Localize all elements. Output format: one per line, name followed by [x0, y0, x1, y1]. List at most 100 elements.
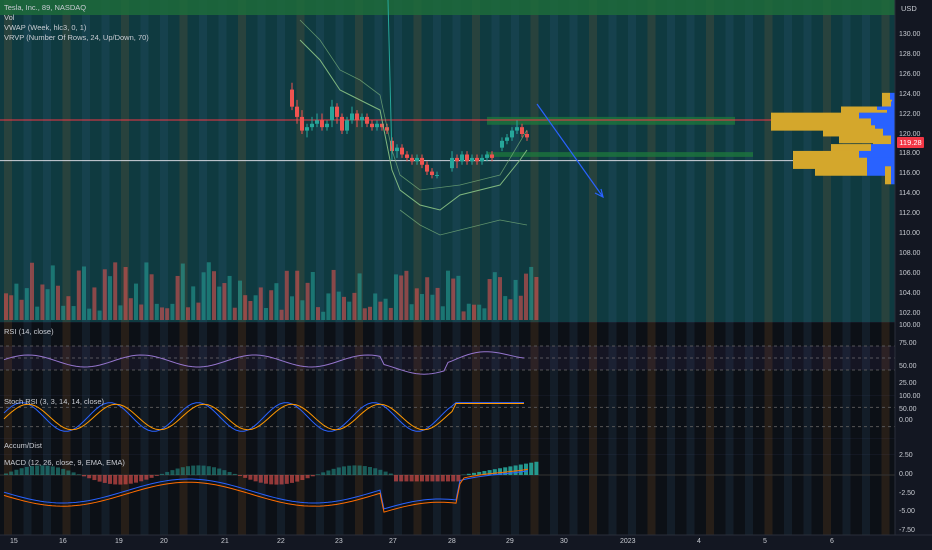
macd-histogram-bar — [19, 468, 24, 475]
rsi-line — [3, 351, 525, 375]
session-stripe — [433, 0, 441, 535]
rsi-tick: 100.00 — [899, 322, 921, 329]
candle — [400, 147, 404, 155]
macd-line — [3, 470, 529, 510]
stoch-d-line — [3, 403, 524, 431]
price-tick: 114.00 — [899, 190, 920, 198]
candle — [470, 157, 474, 162]
rsi-legend[interactable]: RSI (14, close) — [4, 327, 54, 336]
candle — [305, 127, 309, 131]
price-tick: 120.00 — [899, 130, 921, 138]
candle — [360, 116, 364, 121]
macd-histogram-bar — [201, 465, 206, 475]
macd-histogram-bar — [253, 475, 258, 482]
macd-histogram-bar — [50, 466, 55, 475]
volume-bar — [524, 273, 528, 320]
volume-bar — [30, 262, 34, 320]
volume-profile-up — [891, 166, 895, 185]
volume-bar — [243, 295, 248, 320]
macd-histogram-bar — [342, 466, 346, 475]
macd-histogram-bar — [232, 473, 237, 475]
time-tick: 15 — [10, 538, 18, 545]
volume-bar — [466, 303, 471, 320]
macd-histogram-bar — [305, 475, 310, 479]
volume-bar — [128, 298, 133, 320]
candle — [325, 123, 329, 128]
session-stripe — [803, 0, 812, 535]
price-tick: 102.00 — [899, 309, 921, 317]
volume-bar — [326, 293, 331, 320]
volume-bar — [518, 295, 523, 320]
volume-bar — [258, 287, 263, 320]
macd-legend[interactable]: MACD (12, 26, close, 9, EMA, EMA) — [4, 458, 125, 467]
macd-histogram-bar — [492, 469, 497, 475]
rsi-tick: 75.00 — [899, 340, 917, 347]
macd-histogram-bar — [66, 470, 71, 475]
macd-histogram-bar — [248, 475, 253, 480]
volume-bar — [461, 311, 466, 320]
volume-bar — [269, 290, 274, 320]
candle — [315, 120, 319, 124]
session-stripe — [550, 0, 558, 535]
macd-histogram-bar — [362, 466, 367, 475]
candle — [365, 116, 369, 124]
volume-bar — [82, 266, 86, 320]
candle — [480, 157, 484, 162]
volume-bar — [388, 307, 393, 320]
volume-bar — [451, 278, 456, 320]
resistance-band-top — [0, 0, 895, 15]
macd-histogram-bar — [347, 465, 352, 475]
symbol-legend[interactable]: Tesla, Inc., 89, NASDAQ — [4, 3, 87, 12]
volume-bar — [217, 286, 222, 320]
macd-histogram-bar — [503, 467, 508, 475]
macd-tick: -2.50 — [899, 490, 915, 497]
session-stripe — [530, 0, 539, 535]
macd-histogram-bar — [487, 470, 492, 475]
macd-histogram-bar — [326, 470, 331, 475]
volume-bar — [50, 265, 55, 320]
price-tick: 128.00 — [899, 50, 921, 58]
volume-bar — [222, 283, 227, 320]
candle — [380, 123, 384, 128]
stoch-rsi-legend[interactable]: Stoch RSI (3, 3, 14, 14, close) — [4, 397, 105, 406]
candle — [395, 147, 399, 152]
macd-histogram-bar — [4, 473, 8, 475]
macd-histogram-bar — [466, 473, 471, 475]
volume-bar — [206, 262, 211, 320]
session-stripe — [491, 0, 500, 535]
macd-tick: -7.50 — [899, 527, 915, 534]
time-tick: 27 — [389, 538, 397, 545]
candle — [525, 134, 529, 138]
volume-bar — [492, 272, 497, 320]
candle — [435, 175, 439, 176]
price-tick: 104.00 — [899, 289, 921, 297]
macd-histogram-bar — [472, 472, 476, 475]
vrvp-legend[interactable]: VRVP (Number Of Rows, 24, Up/Down, 70) — [4, 33, 149, 42]
accum-dist-legend[interactable]: Accum/Dist — [4, 441, 42, 450]
macd-histogram-bar — [274, 475, 279, 485]
volume-bar — [404, 270, 409, 320]
volume-bar — [4, 293, 8, 320]
volume-bar — [508, 299, 513, 320]
macd-histogram-bar — [123, 475, 128, 485]
macd-histogram-bar — [71, 472, 76, 475]
volume-bar — [61, 305, 66, 320]
volume-bar — [331, 269, 336, 320]
candle — [455, 157, 459, 162]
volume-legend[interactable]: Vol — [4, 13, 15, 22]
vwap-legend[interactable]: VWAP (Week, hlc3, 0, 1) — [4, 23, 87, 32]
macd-histogram-bar — [420, 475, 424, 482]
volume-bar — [66, 296, 71, 320]
session-stripe — [335, 0, 344, 535]
time-tick: 16 — [59, 538, 67, 545]
session-stripe — [647, 0, 656, 535]
rsi-tick: 25.00 — [899, 380, 917, 387]
volume-bar — [102, 269, 107, 320]
macd-histogram-bar — [139, 475, 144, 482]
candle — [465, 154, 469, 162]
macd-histogram-bar — [456, 475, 461, 482]
session-stripe — [62, 0, 71, 535]
time-tick: 19 — [115, 538, 123, 545]
projection-arrow — [536, 103, 604, 198]
